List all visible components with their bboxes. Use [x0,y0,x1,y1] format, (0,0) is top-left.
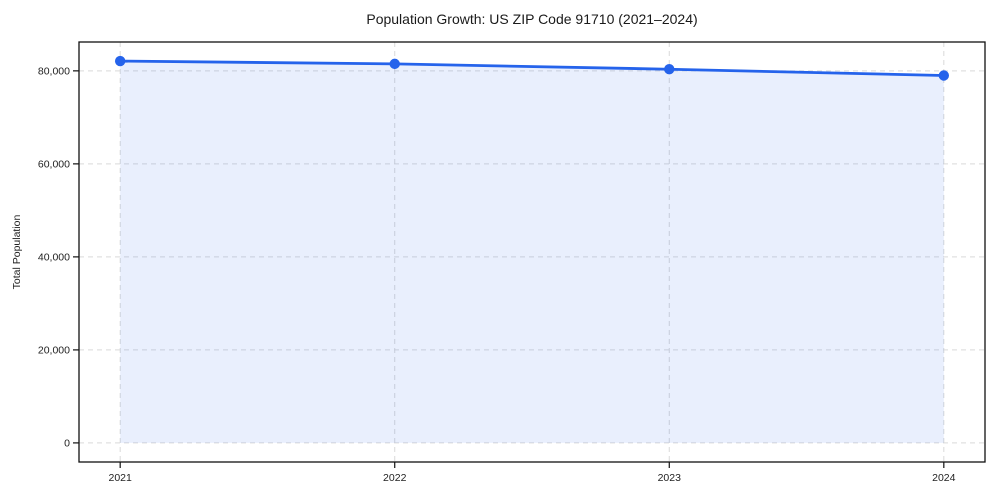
x-tick-label: 2023 [658,472,682,484]
x-tick-label: 2021 [109,472,133,484]
trend-line [118,59,946,77]
area-fill [120,61,944,443]
x-tick-label: 2022 [383,472,407,484]
y-tick-label: 40,000 [38,251,70,263]
data-point-2022 [389,58,400,70]
data-point-2024 [938,70,950,81]
plot-frame [78,41,986,463]
y-tick-label: 0 [64,437,70,449]
x-tick-label: 2024 [932,472,956,484]
y-axis-label: Total Population [11,214,23,290]
y-tick-label: 80,000 [38,65,70,77]
y-tick-label: 20,000 [38,344,70,356]
data-point-2023 [664,64,675,75]
y-tick-label: 60,000 [38,158,70,170]
data-point-2021 [114,55,126,67]
chart-title: Population Growth: US ZIP Code 91710 (20… [366,11,698,27]
